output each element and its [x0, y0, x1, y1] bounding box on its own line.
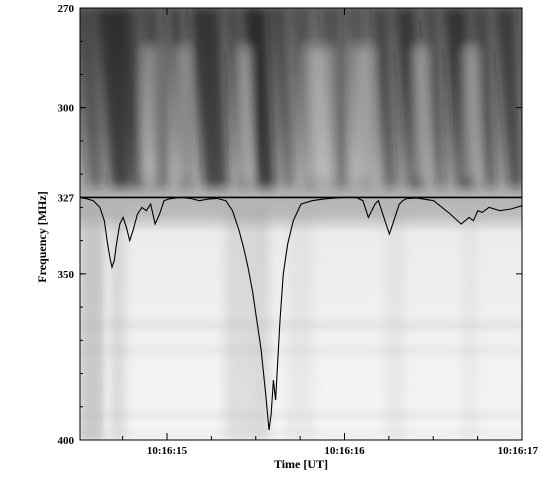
- texture-horizontal-band: [80, 428, 522, 438]
- texture-horizontal-band: [80, 320, 522, 330]
- texture-light-streak: [415, 48, 425, 178]
- texture-streak: [119, 8, 145, 188]
- texture-streak: [271, 8, 293, 188]
- y-tick-label: 400: [58, 435, 75, 447]
- x-tick-label: 10:16:16: [324, 445, 365, 457]
- spectrogram-texture-fine: [80, 197, 522, 440]
- texture-streak: [190, 8, 228, 188]
- y-tick-label: 300: [58, 103, 75, 115]
- y-axis: 270 300 327 350 400: [58, 3, 522, 447]
- texture-light-streak: [464, 48, 476, 178]
- texture-horizontal-band: [80, 410, 522, 420]
- texture-light-streak: [307, 48, 333, 178]
- texture-streak: [494, 8, 522, 188]
- x-tick-label: 10:16:17: [498, 445, 539, 457]
- texture-streak: [471, 8, 497, 188]
- x-axis: 10:16:15 10:16:16 10:16:17: [122, 8, 539, 457]
- x-tick-label: 10:16:15: [147, 445, 188, 457]
- plot-frame: [79, 7, 523, 441]
- texture-light-streak: [144, 48, 156, 178]
- y-tick-label: 350: [58, 269, 75, 281]
- texture-light-streak: [240, 48, 250, 178]
- y-tick-label: 327: [58, 192, 75, 204]
- texture-light-streak: [353, 48, 371, 178]
- y-axis-label: Frequency [MHz]: [35, 191, 49, 282]
- y-tick-label: 270: [58, 3, 75, 15]
- texture-streak: [243, 8, 275, 188]
- spectrogram-plot-area: [79, 7, 523, 441]
- texture-horizontal-band: [80, 345, 522, 355]
- texture-left-strip: [80, 197, 104, 440]
- texture-streak: [371, 8, 397, 188]
- texture-streak: [422, 8, 446, 188]
- texture-streak: [80, 8, 104, 188]
- x-axis-label: Time [UT]: [274, 457, 328, 471]
- flux-profile-line: [79, 196, 523, 431]
- texture-light-streak: [177, 48, 187, 178]
